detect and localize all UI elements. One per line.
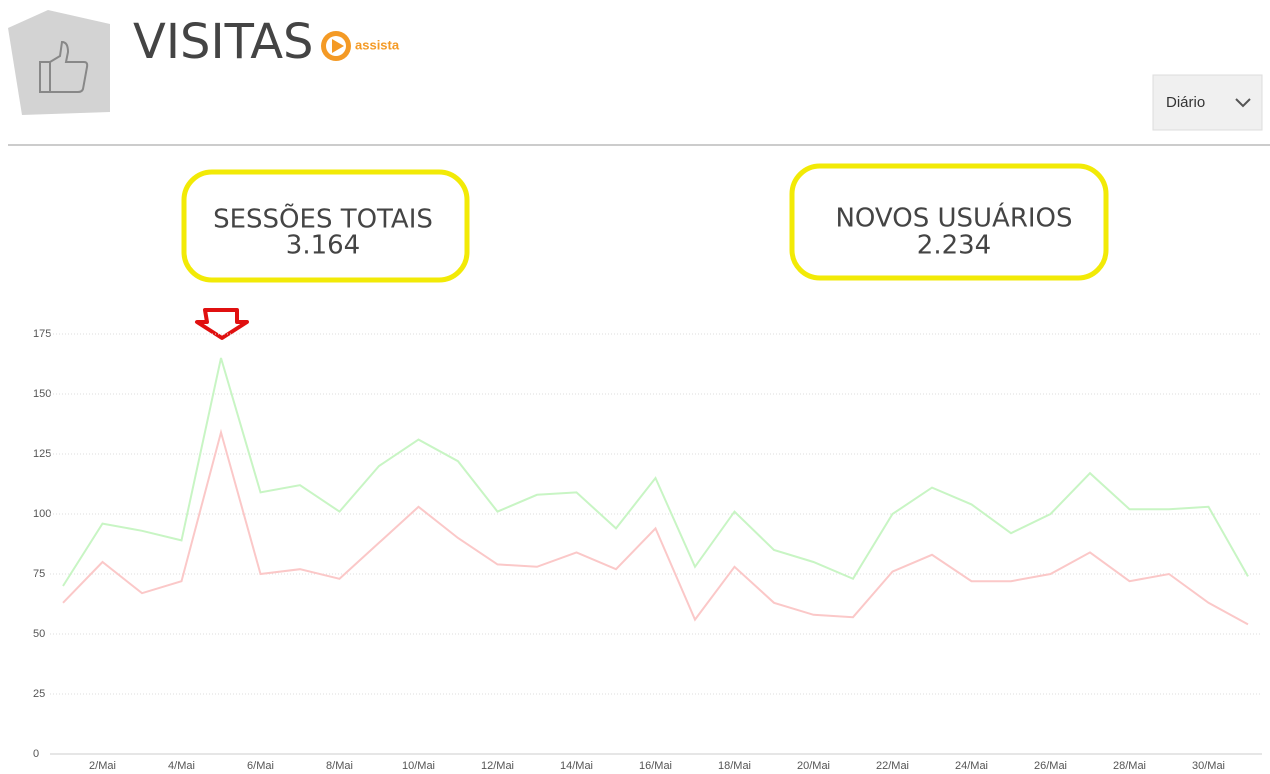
stat-label: SESSÕES TOTAIS xyxy=(213,203,433,235)
x-tick-label: 6/Mai xyxy=(247,760,274,772)
y-tick-label: 150 xyxy=(33,388,51,400)
stat-value: 3.164 xyxy=(286,231,360,261)
y-tick-label: 125 xyxy=(33,448,51,460)
x-tick-label: 10/Mai xyxy=(402,760,435,772)
y-tick-label: 50 xyxy=(33,628,45,640)
x-tick-label: 8/Mai xyxy=(326,760,353,772)
x-tick-label: 20/Mai xyxy=(797,760,830,772)
x-tick-label: 30/Mai xyxy=(1192,760,1225,772)
y-tick-label: 0 xyxy=(33,748,39,760)
highlight-box xyxy=(181,169,470,283)
x-tick-label: 12/Mai xyxy=(481,760,514,772)
stat-label: NOVOS USUÁRIOS xyxy=(835,202,1072,234)
video-link[interactable]: assista xyxy=(355,37,400,52)
x-tick-label: 26/Mai xyxy=(1034,760,1067,772)
page-title: VISITAS xyxy=(133,14,314,70)
x-tick-label: 24/Mai xyxy=(955,760,988,772)
icon-background xyxy=(8,10,110,115)
x-tick-label: 2/Mai xyxy=(89,760,116,772)
x-tick-label: 28/Mai xyxy=(1113,760,1146,772)
play-triangle xyxy=(332,39,344,53)
y-tick-label: 100 xyxy=(33,508,51,520)
red-arrow xyxy=(195,308,249,340)
highlight-box xyxy=(789,163,1109,281)
dropdown-chevron xyxy=(1235,98,1251,108)
period-label: Diário xyxy=(1166,94,1205,111)
series-line xyxy=(62,428,1249,626)
series-line xyxy=(62,357,1249,587)
x-tick-label: 18/Mai xyxy=(718,760,751,772)
stat-value: 2.234 xyxy=(917,231,991,261)
thumbs-up-icon xyxy=(39,40,89,93)
x-tick-label: 4/Mai xyxy=(168,760,195,772)
period-dropdown[interactable] xyxy=(1152,74,1263,131)
y-tick-label: 75 xyxy=(33,568,45,580)
x-tick-label: 16/Mai xyxy=(639,760,672,772)
y-tick-label: 175 xyxy=(33,328,51,340)
x-tick-label: 14/Mai xyxy=(560,760,593,772)
y-tick-label: 25 xyxy=(33,688,45,700)
x-tick-label: 22/Mai xyxy=(876,760,909,772)
